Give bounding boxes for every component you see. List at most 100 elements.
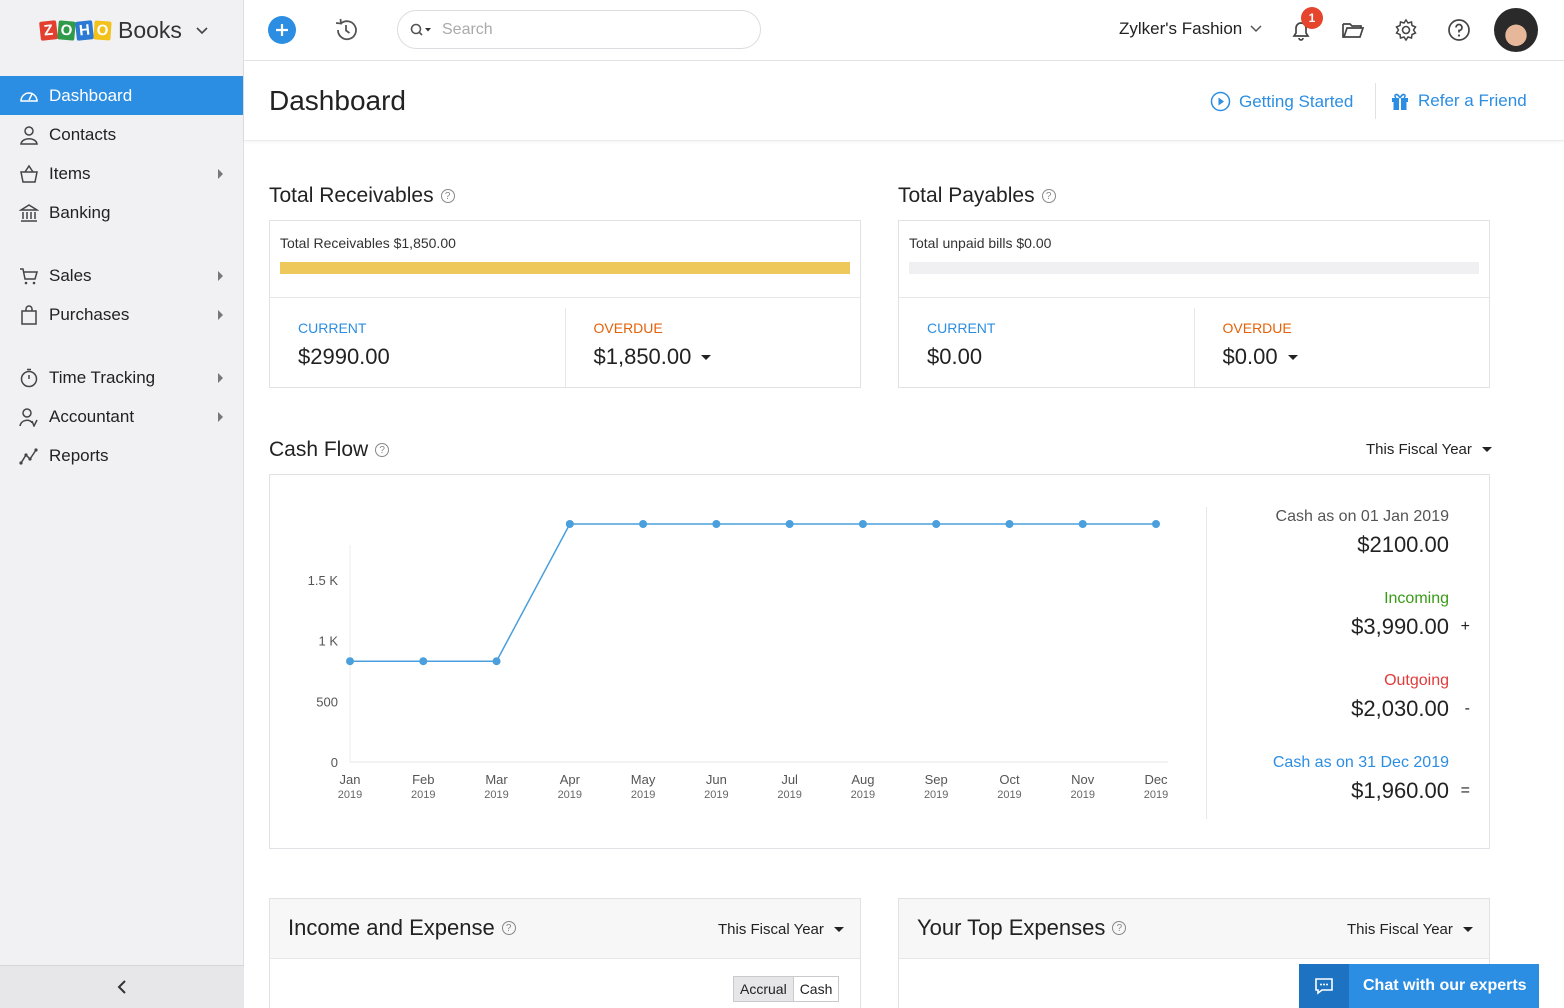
receivables-overdue[interactable]: OVERDUE $1,850.00 <box>564 308 861 387</box>
income-expense-title-text: Income and Expense <box>288 915 495 940</box>
dashboard-content: Total Receivables ? Total Receivables $1… <box>244 141 1564 1008</box>
x-tick-year: 2019 <box>777 789 801 801</box>
caret-down-icon <box>1481 447 1492 452</box>
x-tick-label: Feb <box>412 772 434 787</box>
sidebar-item-items[interactable]: Items <box>0 154 243 193</box>
chevron-right-icon <box>218 310 223 320</box>
chat-bubble-icon <box>1299 964 1349 1008</box>
equals-sign: = <box>1460 782 1470 799</box>
help-icon[interactable]: ? <box>501 921 516 935</box>
cashflow-data-point <box>346 657 354 666</box>
accountant-icon <box>18 406 40 428</box>
payables-title-text: Total Payables <box>898 184 1035 207</box>
search-bar <box>397 10 761 49</box>
caret-down-icon[interactable] <box>1287 354 1298 360</box>
period-label: This Fiscal Year <box>1347 921 1453 938</box>
sidebar-item-dashboard[interactable]: Dashboard <box>0 76 243 115</box>
income-expense-period-dropdown[interactable]: This Fiscal Year <box>718 921 844 938</box>
sidebar-item-contacts[interactable]: Contacts <box>0 115 243 154</box>
sidebar-item-sales[interactable]: Sales <box>0 256 243 295</box>
sidebar-item-purchases[interactable]: Purchases <box>0 295 243 334</box>
cashflow-data-point <box>1152 520 1160 528</box>
sidebar-item-reports[interactable]: Reports <box>0 436 243 475</box>
cash-incoming: Incoming $3,990.00 + <box>1351 590 1470 640</box>
caret-down-icon <box>1462 927 1473 932</box>
x-tick-year: 2019 <box>704 789 728 801</box>
cash-toggle[interactable]: Cash <box>799 981 833 997</box>
x-tick-label: Nov <box>1071 772 1095 787</box>
y-tick-label: 1.5 K <box>308 573 339 588</box>
cashflow-data-point <box>712 520 721 528</box>
chevron-right-icon <box>218 169 223 179</box>
cashflow-card: 0 500 1 K 1.5 K Jan 2019 Feb 2019 Mar 2019 Apr 2019… <box>269 474 1490 849</box>
x-tick-year: 2019 <box>338 789 362 801</box>
help-icon[interactable] <box>1446 17 1472 43</box>
cashflow-data-point <box>785 520 794 528</box>
y-tick-label: 500 <box>316 694 338 709</box>
income-expense-card: Income and Expense ? This Fiscal Year Ac… <box>269 898 861 1008</box>
help-icon[interactable]: ? <box>1041 189 1056 203</box>
sidebar-item-accountant[interactable]: Accountant <box>0 397 243 436</box>
cart-icon <box>18 265 40 287</box>
x-tick-label: Jun <box>706 772 727 787</box>
x-tick-year: 2019 <box>997 789 1021 801</box>
avatar[interactable] <box>1494 8 1538 52</box>
x-tick-year: 2019 <box>851 789 875 801</box>
sidebar-item-banking[interactable]: Banking <box>0 193 243 232</box>
top-expenses-period-dropdown[interactable]: This Fiscal Year <box>1347 921 1473 938</box>
gear-icon[interactable] <box>1393 17 1419 43</box>
opening-value: $2100.00 <box>1357 532 1449 557</box>
organization-switcher[interactable]: Zylker's Fashion <box>1119 19 1262 39</box>
payables-current: CURRENT $0.00 <box>899 298 1194 387</box>
cashflow-data-point <box>1078 520 1087 528</box>
x-tick-label: May <box>631 772 656 787</box>
search-icon[interactable] <box>410 23 432 37</box>
receivables-current: CURRENT $2990.00 <box>270 298 565 387</box>
x-tick-label: Sep <box>925 772 948 787</box>
cashflow-period-dropdown[interactable]: This Fiscal Year <box>1366 441 1492 458</box>
collapse-sidebar-button[interactable] <box>0 965 244 1008</box>
recent-history-icon[interactable] <box>332 16 360 44</box>
help-icon[interactable]: ? <box>440 189 455 203</box>
cash-closing: Cash as on 31 Dec 2019 $1,960.00 = <box>1272 754 1470 804</box>
sidebar-item-time-tracking[interactable]: Time Tracking <box>0 358 243 397</box>
closing-label: Cash as on 31 Dec 2019 <box>1272 754 1449 771</box>
cashflow-data-point <box>565 520 574 528</box>
payables-overdue[interactable]: OVERDUE $0.00 <box>1193 308 1490 387</box>
getting-started-link[interactable]: Getting Started <box>1210 91 1353 112</box>
sidebar-item-label: Items <box>49 163 91 183</box>
plus-sign: + <box>1460 618 1470 635</box>
search-input[interactable] <box>442 20 702 39</box>
folder-icon[interactable] <box>1340 17 1366 43</box>
refer-friend-link[interactable]: Refer a Friend <box>1390 91 1527 111</box>
sidebar-item-label: Sales <box>49 265 92 285</box>
help-icon[interactable]: ? <box>1112 921 1127 935</box>
cashflow-title-text: Cash Flow <box>269 438 369 461</box>
caret-down-icon[interactable] <box>701 354 712 360</box>
dashboard-icon <box>18 85 40 107</box>
closing-value: $1,960.00 <box>1351 778 1449 803</box>
cashflow-data-point <box>858 520 867 528</box>
current-amount: $2990.00 <box>298 344 390 369</box>
quick-create-button[interactable] <box>268 16 296 44</box>
outgoing-label: Outgoing <box>1384 672 1449 689</box>
payables-title: Total Payables ? <box>898 184 1056 208</box>
accrual-toggle[interactable]: Accrual <box>734 977 794 1001</box>
overdue-amount: $1,850.00 <box>593 344 692 369</box>
receivables-progress <box>280 262 850 274</box>
chat-with-experts-button[interactable]: Chat with our experts <box>1299 964 1539 1008</box>
logo-letter: O <box>93 19 112 41</box>
help-icon[interactable]: ? <box>375 443 390 457</box>
brand-name: Books <box>118 16 182 43</box>
stopwatch-icon <box>18 367 40 389</box>
basis-toggle: Accrual Cash <box>733 976 840 1002</box>
receivables-title: Total Receivables ? <box>269 184 455 208</box>
current-label: CURRENT <box>298 320 367 336</box>
logo-letter: O <box>57 19 76 41</box>
play-circle-icon <box>1210 91 1231 112</box>
x-tick-year: 2019 <box>924 789 948 801</box>
chevron-down-icon[interactable] <box>196 24 208 36</box>
y-tick-label: 1 K <box>318 634 338 649</box>
